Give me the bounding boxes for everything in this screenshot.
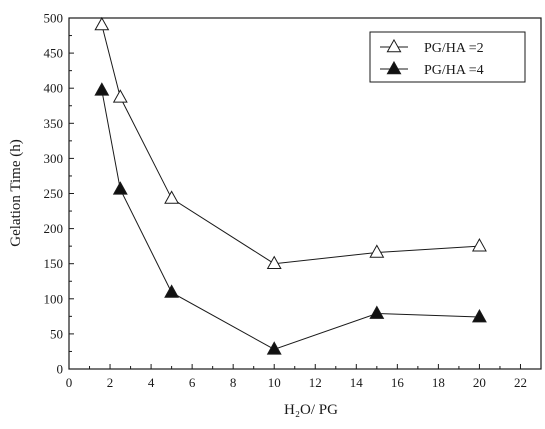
x-tick-label: 6 — [189, 375, 196, 390]
y-tick-label: 300 — [44, 151, 64, 166]
legend: PG/HA =2 PG/HA =4 — [369, 31, 526, 83]
y-tick-label: 500 — [44, 11, 64, 26]
data-point-open-triangle — [164, 190, 180, 204]
y-tick-label: 250 — [44, 186, 64, 201]
y-tick-label: 350 — [44, 116, 64, 131]
y-tick-label: 450 — [44, 46, 64, 61]
x-axis-label: H₂O/ PG — [284, 402, 338, 418]
x-tick-label: 0 — [66, 375, 73, 390]
y-axis-ticks: 0 50 100 150 200 250 300 350 400 450 500 — [44, 11, 74, 377]
series-line — [101, 24, 480, 265]
legend-entry-pg-ha-4: PG/HA =4 — [380, 60, 484, 78]
data-point-filled-triangle — [266, 341, 282, 355]
data-point-filled-triangle — [112, 181, 128, 195]
legend-label-pg-ha-4: PG/HA =4 — [424, 63, 484, 78]
y-tick-label: 0 — [57, 362, 64, 377]
data-point-filled-triangle — [369, 305, 385, 319]
x-tick-label: 14 — [350, 375, 364, 390]
x-tick-label: 18 — [432, 375, 445, 390]
data-point-open-triangle — [94, 16, 110, 31]
series-pg-ha-4 — [94, 82, 487, 355]
data-point-filled-triangle — [94, 82, 110, 96]
data-point-open-triangle — [112, 89, 128, 103]
y-tick-label: 200 — [44, 221, 64, 236]
legend-marker-open-triangle — [386, 38, 402, 53]
data-point-open-triangle — [369, 244, 385, 258]
legend-marker-filled-triangle — [386, 60, 402, 75]
x-tick-label: 10 — [268, 375, 281, 390]
series-layer — [94, 16, 487, 355]
x-tick-label: 16 — [391, 375, 405, 390]
y-tick-label: 400 — [44, 81, 64, 96]
y-tick-label: 150 — [44, 256, 64, 271]
data-point-filled-triangle — [164, 284, 180, 298]
data-point-open-triangle — [266, 255, 282, 269]
series-line — [101, 90, 480, 350]
legend-entry-pg-ha-2: PG/HA =2 — [380, 38, 484, 56]
x-axis-ticks: 0 2 4 6 8 10 12 14 16 18 20 22 — [66, 364, 527, 390]
y-tick-label: 100 — [44, 291, 64, 306]
data-point-open-triangle — [471, 238, 487, 252]
y-axis-label: Gelation Time (h) — [8, 139, 24, 247]
x-tick-label: 22 — [514, 375, 527, 390]
x-tick-label: 12 — [309, 375, 322, 390]
legend-label-pg-ha-2: PG/HA =2 — [424, 41, 484, 56]
data-point-filled-triangle — [471, 308, 487, 323]
x-tick-label: 20 — [473, 375, 486, 390]
x-tick-label: 2 — [107, 375, 114, 390]
series-pg-ha-2 — [94, 16, 487, 269]
x-tick-label: 4 — [148, 375, 155, 390]
y-tick-label: 50 — [50, 326, 63, 341]
x-tick-label: 8 — [230, 375, 237, 390]
